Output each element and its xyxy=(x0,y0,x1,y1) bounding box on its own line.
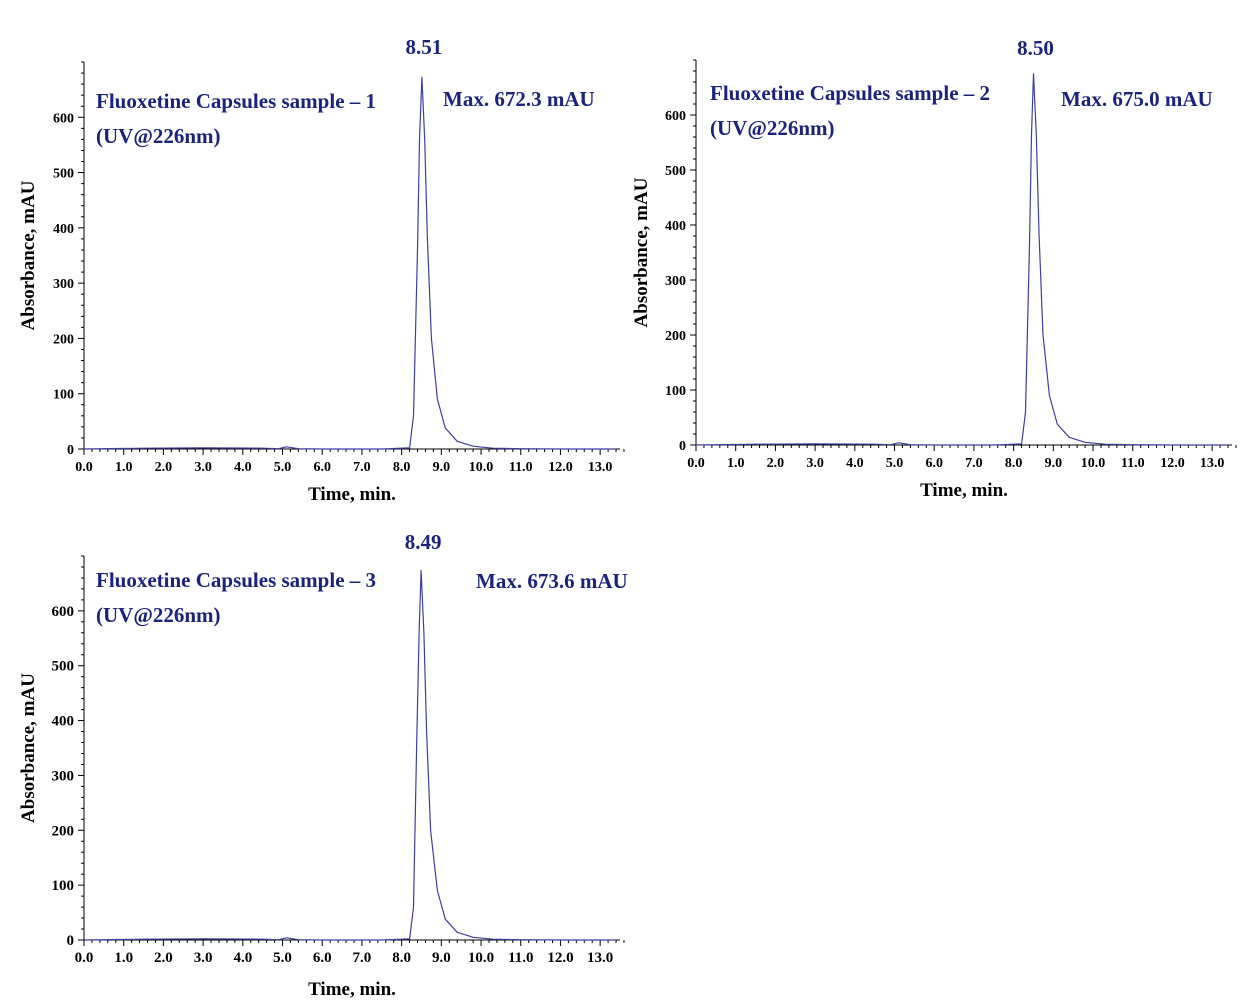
x-tick-label: 13.0 xyxy=(588,460,613,475)
x-tick-label: 0.0 xyxy=(75,950,94,966)
detection-wavelength-label: (UV@226nm) xyxy=(96,124,221,148)
x-tick-label: 3.0 xyxy=(194,950,213,966)
y-tick-label: 0 xyxy=(679,439,686,454)
y-tick-label: 200 xyxy=(665,329,686,344)
x-tick-label: 4.0 xyxy=(234,460,252,475)
y-tick-label: 600 xyxy=(52,604,75,620)
peak-retention-label: 8.50 xyxy=(1017,36,1054,60)
x-axis-title: Time, min. xyxy=(308,484,396,505)
sample-title: Fluoxetine Capsules sample – 1 xyxy=(96,89,376,113)
chart-panel-3: 0 100 200 300 400 500 600 0.0 1.0 2.0 3.0 4.0 5.0 6.0… xyxy=(18,530,628,1000)
y-tick-label: 0 xyxy=(67,933,75,949)
x-tick-label: 3.0 xyxy=(806,456,824,471)
peak-retention-label: 8.51 xyxy=(406,35,443,59)
x-tick-label: 12.0 xyxy=(548,460,573,475)
chromatogram-trace xyxy=(83,76,616,450)
x-tick-label: 6.0 xyxy=(925,456,943,471)
x-tick-label: 10.0 xyxy=(1081,456,1106,471)
y-tick-label: 100 xyxy=(52,878,75,894)
max-absorbance-label: Max. 672.3 mAU xyxy=(443,87,595,111)
y-tick-label: 0 xyxy=(67,443,74,458)
x-tick-label: 0.0 xyxy=(687,456,705,471)
x-tick-label: 2.0 xyxy=(154,950,173,966)
x-tick-label: 2.0 xyxy=(767,456,785,471)
x-axis-title: Time, min. xyxy=(308,979,396,1000)
x-tick-label: 11.0 xyxy=(508,950,533,966)
x-tick-label: 4.0 xyxy=(233,950,252,966)
y-tick-label: 300 xyxy=(53,277,74,292)
x-tick-label: 1.0 xyxy=(114,950,133,966)
x-tick-label: 5.0 xyxy=(274,460,292,475)
y-tick-label: 500 xyxy=(53,167,74,182)
x-tick-label: 10.0 xyxy=(468,950,494,966)
sample-title: Fluoxetine Capsules sample – 2 xyxy=(710,81,990,105)
sample-title: Fluoxetine Capsules sample – 3 xyxy=(96,568,376,592)
chart-panel-1: 0 100 200 300 400 500 600 0.0 1.0 2.0 3.0 4.0 5.0 6.0… xyxy=(18,35,625,505)
x-tick-label: 1.0 xyxy=(727,456,745,471)
x-tick-label: 7.0 xyxy=(353,950,372,966)
x-tick-label: 1.0 xyxy=(115,460,133,475)
y-tick-label: 300 xyxy=(665,274,686,289)
x-tick-label: 8.0 xyxy=(393,460,411,475)
x-tick-label: 6.0 xyxy=(313,950,332,966)
y-tick-label: 500 xyxy=(665,164,686,179)
detection-wavelength-label: (UV@226nm) xyxy=(96,603,221,627)
y-tick-label: 400 xyxy=(53,222,74,237)
chromatogram-trace xyxy=(695,73,1228,446)
y-axis-title: Absorbance, mAU xyxy=(631,177,652,327)
chart-panel-2: 0 100 200 300 400 500 600 0.0 1.0 2.0 3.0 4.0 5.0 6.0… xyxy=(631,36,1237,501)
x-tick-label: 9.0 xyxy=(1045,456,1063,471)
peak-retention-label: 8.49 xyxy=(405,530,442,554)
x-tick-label: 7.0 xyxy=(353,460,371,475)
x-axis-title: Time, min. xyxy=(920,480,1008,501)
y-tick-label: 300 xyxy=(52,768,75,784)
x-tick-label: 13.0 xyxy=(587,950,613,966)
y-axis-title: Absorbance, mAU xyxy=(18,180,39,330)
y-axis-title: Absorbance, mAU xyxy=(18,673,39,823)
x-tick-label: 12.0 xyxy=(547,950,573,966)
x-tick-label: 0.0 xyxy=(75,460,93,475)
x-tick-label: 11.0 xyxy=(1121,456,1145,471)
detection-wavelength-label: (UV@226nm) xyxy=(710,116,835,140)
x-tick-label: 4.0 xyxy=(846,456,864,471)
y-tick-label: 500 xyxy=(52,659,75,675)
y-tick-label: 400 xyxy=(52,714,75,730)
x-tick-label: 8.0 xyxy=(1005,456,1023,471)
x-tick-label: 7.0 xyxy=(965,456,983,471)
x-tick-label: 2.0 xyxy=(155,460,173,475)
y-tick-label: 200 xyxy=(53,332,74,347)
x-tick-label: 5.0 xyxy=(886,456,904,471)
max-absorbance-label: Max. 673.6 mAU xyxy=(476,569,628,593)
x-tick-label: 9.0 xyxy=(432,950,451,966)
y-tick-label: 200 xyxy=(52,823,75,839)
x-tick-label: 13.0 xyxy=(1200,456,1225,471)
y-tick-label: 400 xyxy=(665,219,686,234)
x-tick-label: 9.0 xyxy=(433,460,451,475)
x-tick-label: 12.0 xyxy=(1160,456,1185,471)
y-tick-label: 600 xyxy=(665,109,686,124)
y-tick-label: 100 xyxy=(665,384,686,399)
x-tick-label: 3.0 xyxy=(194,460,212,475)
x-tick-label: 6.0 xyxy=(313,460,331,475)
y-tick-label: 100 xyxy=(53,388,74,403)
chromatogram-trace xyxy=(83,569,616,941)
max-absorbance-label: Max. 675.0 mAU xyxy=(1061,87,1213,111)
x-tick-label: 8.0 xyxy=(392,950,411,966)
x-tick-label: 11.0 xyxy=(509,460,533,475)
x-tick-label: 10.0 xyxy=(469,460,494,475)
x-tick-label: 5.0 xyxy=(273,950,292,966)
y-tick-label: 600 xyxy=(53,111,74,126)
